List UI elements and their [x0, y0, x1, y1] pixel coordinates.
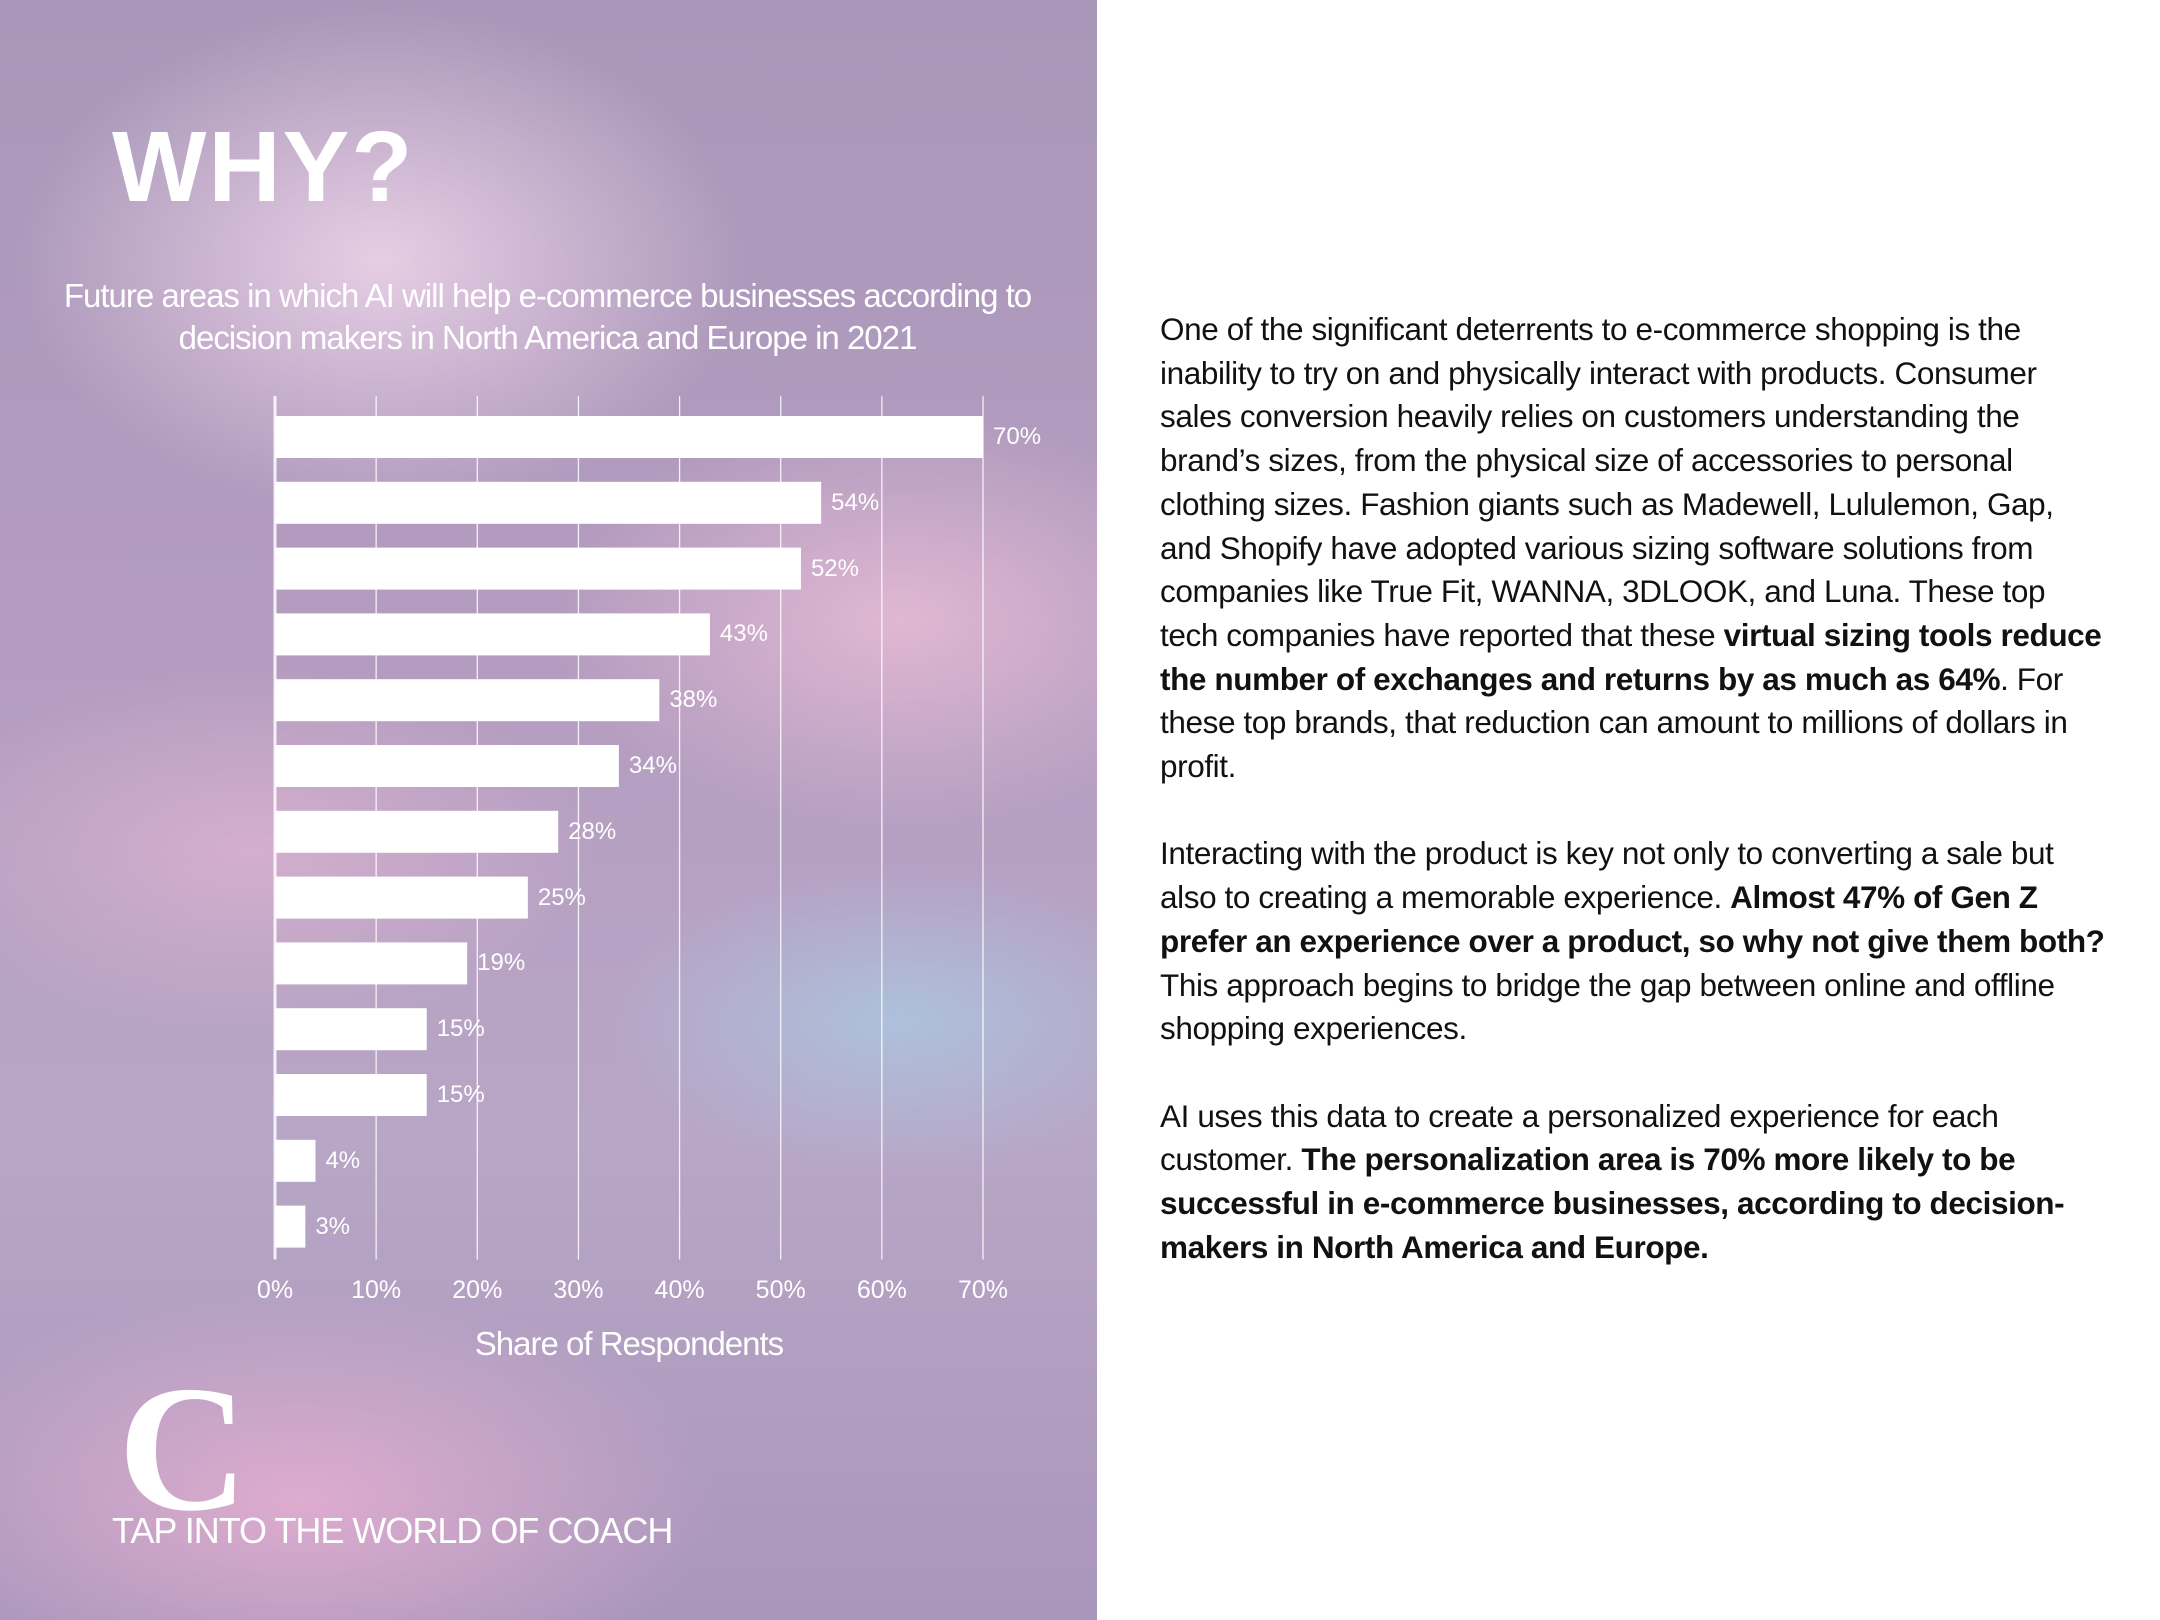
x-axis-title: Share of Respondents — [474, 1325, 784, 1362]
bar — [275, 547, 801, 590]
footer: TAP INTO THE WORLD OF COACH — [112, 1510, 673, 1551]
bold-text: virtual sizing tools reduce the number o… — [1160, 616, 2102, 697]
value-label: 34% — [628, 752, 677, 779]
value-label: 52% — [810, 554, 859, 582]
x-tick-label: 70% — [957, 1276, 1009, 1304]
bold-text: The personalization area is 70% more lik… — [1160, 1141, 2065, 1265]
text: One of the significant deterrents to e-c… — [1160, 311, 2054, 653]
x-tick-label: 50% — [755, 1276, 806, 1304]
bar — [275, 942, 468, 985]
text: This approach begins to bridge the gap b… — [1160, 966, 2055, 1047]
bar — [275, 745, 619, 787]
value-label: 70% — [993, 423, 1042, 450]
bar — [275, 416, 983, 458]
bar — [275, 876, 528, 919]
bar — [275, 1205, 306, 1248]
bar — [275, 613, 710, 656]
text: Interacting with the product is key not … — [1160, 835, 2054, 916]
value-label: 25% — [537, 883, 586, 911]
value-label: 19% — [477, 949, 526, 977]
bar — [275, 1008, 427, 1051]
paragraph: AI uses this data to create a personaliz… — [1160, 1095, 2110, 1270]
heading: WHY? — [112, 111, 415, 223]
value-label: 15% — [436, 1015, 485, 1043]
text: AI uses this data to create a personaliz… — [1160, 1097, 1999, 1178]
bold-text: Almost 47% of Gen Z prefer an experience… — [1160, 879, 2105, 959]
chart-panel: WHY? Future areas in which AI will help … — [0, 0, 1097, 1620]
x-tick-label: 30% — [553, 1276, 604, 1304]
value-label: 28% — [568, 817, 617, 845]
bar — [275, 1074, 427, 1116]
value-label: 15% — [436, 1081, 485, 1108]
paragraph: Interacting with the product is key not … — [1160, 832, 2110, 1051]
x-tick-label: 40% — [654, 1276, 705, 1304]
value-label: 4% — [325, 1146, 361, 1174]
paragraph: One of the significant deterrents to e-c… — [1160, 308, 2110, 789]
plot — [0, 0, 1097, 1620]
body-text: One of the significant deterrents to e-c… — [1160, 308, 2110, 1313]
logo: C — [118, 1349, 248, 1548]
value-label: 3% — [315, 1212, 351, 1240]
x-tick-label: 10% — [351, 1276, 402, 1304]
x-tick-label: 0% — [256, 1276, 294, 1304]
chart-title: Future areas in which AI will help e-com… — [63, 277, 1032, 356]
text: . For these top brands, that reduction c… — [1160, 660, 2068, 785]
value-label: 43% — [719, 620, 768, 648]
value-label: 38% — [669, 686, 718, 714]
x-tick-label: 60% — [856, 1276, 907, 1304]
bar — [275, 1139, 316, 1182]
x-tick-label: 20% — [452, 1276, 503, 1304]
value-label: 54% — [831, 488, 880, 516]
bar — [275, 810, 559, 853]
bar — [275, 481, 822, 524]
bar — [275, 679, 660, 722]
